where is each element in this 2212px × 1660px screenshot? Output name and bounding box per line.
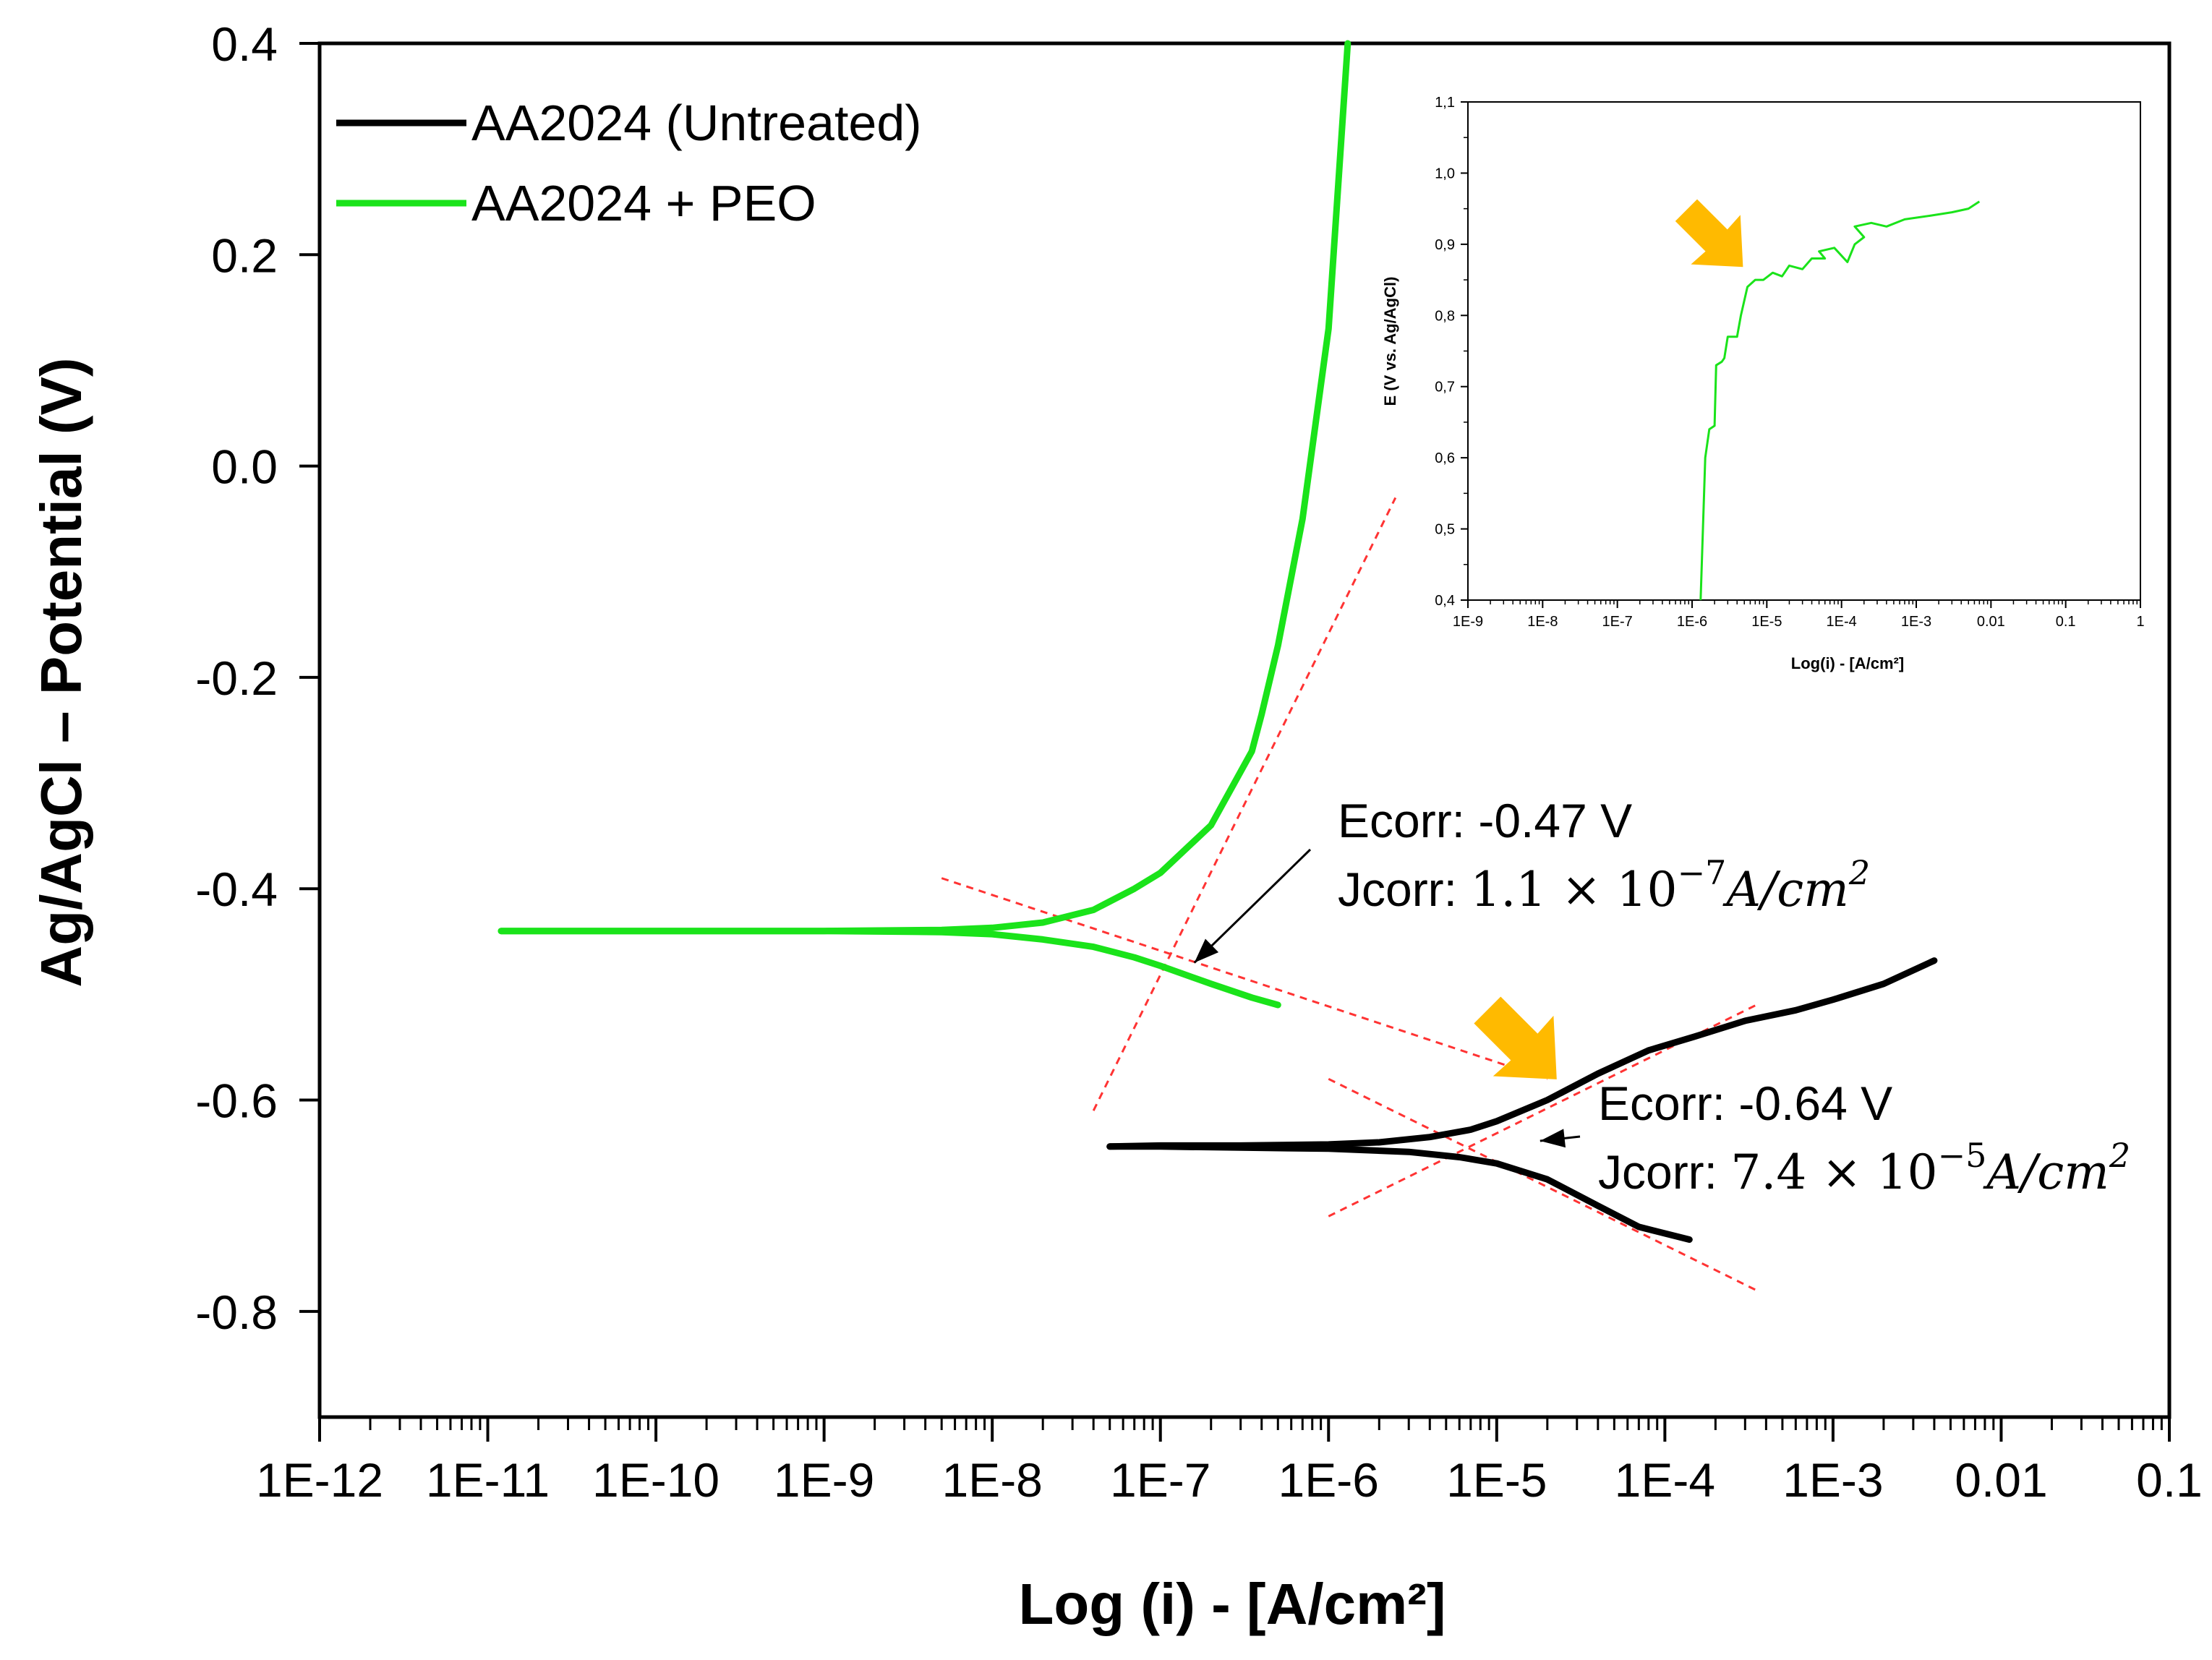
inset-x-tick-label: 1E-9 (1453, 614, 1483, 630)
annotation-untreated: Ecorr: -0.64 V Jcorr: 7.4 × 10−5A/cm2 (1598, 1077, 2130, 1200)
main-pointer-arrows (1193, 848, 1581, 1148)
main-plot-frame (317, 41, 2172, 1419)
inset-y-tick-label: 0,9 (1435, 237, 1455, 253)
inset-x-tick-label: 1E-6 (1677, 614, 1707, 630)
inset-x-tick-label: 1 (2136, 614, 2144, 630)
inset-axes: 1E-9 1E-8 1E-7 1E-6 1E-5 1E-4 1E-3 0.01 0.1 1 0,4 0… (1435, 95, 2144, 630)
annotation-untreated-jcorr-prefix: Jcorr: (1598, 1145, 1730, 1199)
series-line-untreated (1106, 957, 1938, 1150)
y-tick-label: -0.4 (195, 863, 278, 916)
inset-series-line-peo (1699, 200, 1981, 601)
y-axis-title: Ag/AgCl – Potential (V) (29, 357, 93, 987)
y-tick-label: 0.4 (211, 17, 278, 71)
annotation-peo-jcorr-unit: A/cm (1722, 862, 1848, 917)
annotation-peo-ecorr: Ecorr: -0.47 V (1338, 794, 1632, 847)
series-line-peo (498, 40, 1351, 935)
main-axes: 1E-12 1E-11 1E-10 1E-9 1E-8 1E-7 1E-6 1E-5 1E-4 1… (195, 17, 2203, 1507)
inset-series (1699, 200, 1981, 601)
x-tick-label: 1E-6 (1278, 1453, 1379, 1507)
x-tick-label: 0.1 (2136, 1453, 2203, 1507)
annotation-untreated-jcorr-exponent: −5 (1938, 1136, 1987, 1175)
x-tick-label: 0.01 (1955, 1453, 2047, 1507)
inset-x-tick-label: 0.1 (2056, 614, 2076, 630)
y-tick-label: -0.6 (195, 1074, 278, 1128)
inset-x-tick-label: 1E-8 (1527, 614, 1558, 630)
annotation-untreated-jcorr-mantissa: 7.4 × 10 (1730, 1145, 1937, 1200)
annotation-untreated-ecorr: Ecorr: -0.64 V (1598, 1077, 1892, 1130)
annotation-untreated-jcorr-unit-exp: 2 (2109, 1136, 2130, 1175)
inset-x-tick-label: 0.01 (1977, 614, 2005, 630)
x-axis-title: Log (i) - [A/cm²] (1019, 1572, 1446, 1636)
annotation-peo-jcorr-exponent: −7 (1678, 853, 1727, 892)
x-tick-label: 1E-5 (1446, 1453, 1547, 1507)
inset-x-tick-label: 1E-5 (1751, 614, 1782, 630)
inset-y-tick-label: 0,6 (1435, 450, 1455, 466)
main-series (498, 40, 1938, 1243)
x-tick-label: 1E-9 (774, 1453, 874, 1507)
annotation-untreated-jcorr-unit: A/cm (1982, 1145, 2109, 1200)
x-tick-label: 1E-3 (1782, 1453, 1883, 1507)
x-tick-label: 1E-12 (256, 1453, 383, 1507)
y-tick-label: -0.2 (195, 651, 278, 705)
inset-y-tick-label: 1,1 (1435, 95, 1455, 111)
annotation-peo-jcorr-prefix: Jcorr: (1338, 863, 1470, 916)
inset-y-tick-label: 0,4 (1435, 593, 1455, 609)
y-tick-label: 0.2 (211, 228, 278, 282)
highlight-arrows (1474, 199, 1743, 1079)
legend-label-untreated: AA2024 (Untreated) (471, 95, 922, 151)
y-tick-label: -0.8 (195, 1285, 278, 1339)
inset-y-tick-label: 0,7 (1435, 380, 1455, 395)
x-tick-label: 1E-4 (1615, 1453, 1715, 1507)
inset-x-tick-label: 1E-7 (1602, 614, 1633, 630)
tangent-line (1328, 1077, 1757, 1291)
tangent-line (941, 877, 1548, 1080)
inset-x-tick-label: 1E-4 (1827, 614, 1857, 630)
inset-y-tick-label: 0,8 (1435, 308, 1455, 324)
annotation-pointer-head (1194, 938, 1219, 963)
annotation-untreated-jcorr: Jcorr: 7.4 × 10−5A/cm2 (1598, 1136, 2130, 1200)
inset-y-tick-label: 0,5 (1435, 522, 1455, 538)
legend-label-peo: AA2024 + PEO (471, 175, 816, 231)
annotation-peo: Ecorr: -0.47 V Jcorr: 1.1 × 10−7A/cm2 (1338, 794, 1870, 917)
legend: AA2024 (Untreated) AA2024 + PEO (336, 95, 922, 231)
x-tick-label: 1E-10 (592, 1453, 719, 1507)
inset-y-axis-title: E (V vs. Ag/AgCl) (1381, 277, 1399, 406)
annotation-pointer-head (1540, 1129, 1566, 1148)
highlight-arrow-main (1474, 996, 1557, 1079)
x-tick-label: 1E-11 (426, 1453, 550, 1507)
inset-y-tick-label: 1,0 (1435, 166, 1455, 181)
tangent-line (1092, 497, 1397, 1111)
highlight-arrow-inset (1675, 199, 1743, 268)
inset-x-tick-label: 1E-3 (1901, 614, 1931, 630)
x-tick-label: 1E-8 (941, 1453, 1042, 1507)
inset-x-axis-title: Log(i) - [A/cm²] (1791, 654, 1904, 672)
y-tick-label: 0.0 (211, 440, 278, 494)
annotation-pointer-line (1193, 848, 1312, 964)
x-tick-label: 1E-7 (1110, 1453, 1210, 1507)
annotation-peo-jcorr-mantissa: 1.1 × 10 (1470, 862, 1677, 917)
annotation-peo-jcorr: Jcorr: 1.1 × 10−7A/cm2 (1338, 853, 1870, 917)
annotation-peo-jcorr-unit-exp: 2 (1848, 853, 1870, 892)
